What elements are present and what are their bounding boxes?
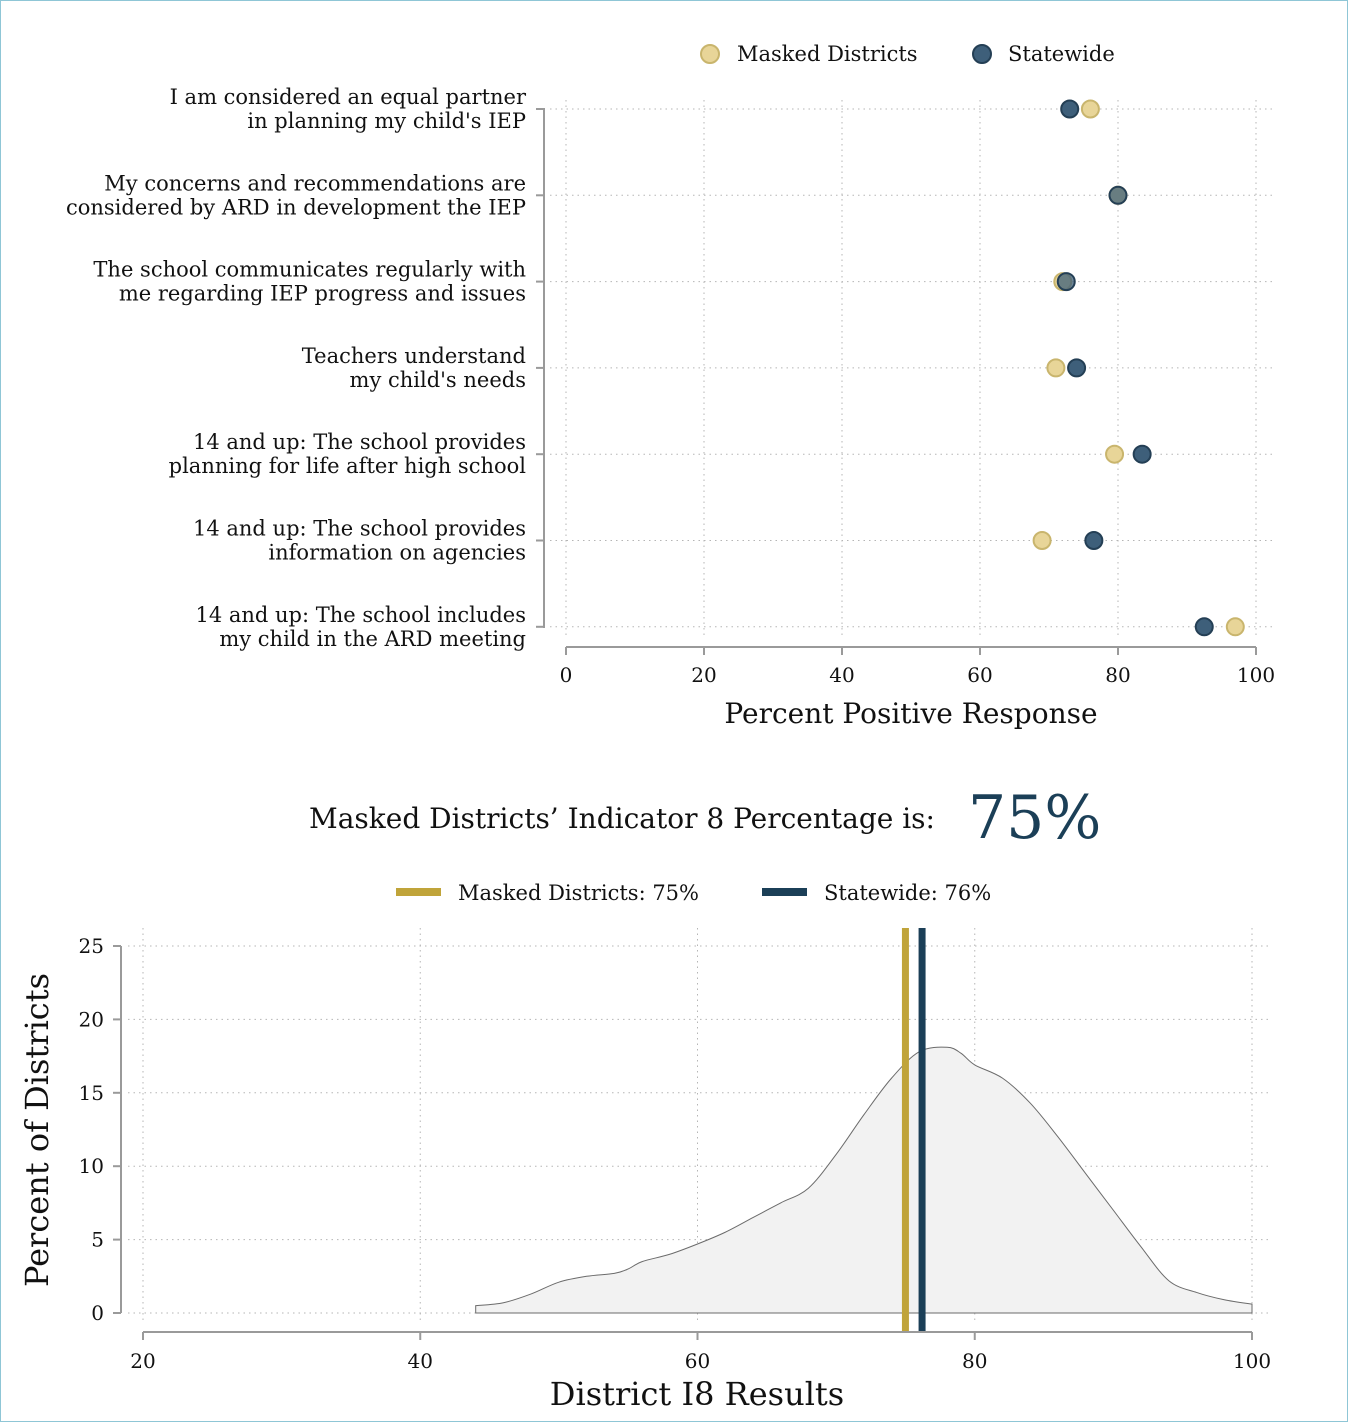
dot-plot-x-tick-label: 80 <box>1105 663 1130 687</box>
dot-plot-category-label-line: me regarding IEP progress and issues <box>119 282 526 306</box>
dot-plot-category-label-line: The school communicates regularly with <box>93 258 526 282</box>
density-y-tick-label: 10 <box>79 1154 104 1178</box>
density-x-tick-label: 20 <box>130 1349 155 1373</box>
density-y-tick-label: 25 <box>79 934 104 958</box>
density-y-tick-label: 20 <box>79 1007 104 1031</box>
density-y-tick-label: 5 <box>91 1228 104 1252</box>
dot-plot-x-ticks: 0 20 40 60 80 100 <box>560 647 1275 687</box>
dot-plot-x-tick-label: 40 <box>829 663 854 687</box>
masked-point <box>1105 444 1125 464</box>
density-reference-lines <box>901 928 926 1332</box>
dot-plot-category-label-line: 14 and up: The school provides <box>193 517 526 541</box>
dot-plot-x-tick-label: 20 <box>691 663 716 687</box>
legend-statewide-line-swatch <box>762 888 807 896</box>
legend-statewide-label: Statewide <box>1008 42 1115 66</box>
density-chart: Masked Districts: 75% Statewide: 76% 0 5 1… <box>18 881 1272 1413</box>
dot-plot-category-label-line: my child's needs <box>350 368 526 392</box>
masked-point <box>1225 617 1245 637</box>
dot-plot-category-label: I am considered an equal partner in plann… <box>170 85 527 133</box>
dot-plot-points <box>1032 99 1245 637</box>
dot-plot-category-label-line: My concerns and recommendations are <box>104 171 526 195</box>
dot-plot-legend: Masked Districts Statewide <box>700 42 1115 66</box>
legend-masked-line-swatch <box>396 888 441 896</box>
density-x-ticks: 20 40 60 80 100 <box>130 1332 1271 1373</box>
statewide-point <box>1108 185 1128 205</box>
density-legend: Masked Districts: 75% Statewide: 76% <box>396 881 991 905</box>
dot-plot-category-label-line: 14 and up: The school provides <box>193 430 526 454</box>
dot-plot-category-label: 14 and up: The school includes my child i… <box>195 603 526 651</box>
dot-plot-x-axis-title: Percent Positive Response <box>724 697 1097 730</box>
dot-plot-category-label: The school communicates regularly with me… <box>93 258 526 306</box>
dot-plot-x-tick-label: 100 <box>1237 663 1275 687</box>
statewide-point <box>1067 358 1087 378</box>
dot-plot-category-labels: I am considered an equal partner in plann… <box>66 85 527 651</box>
density-x-axis-title: District I8 Results <box>550 1375 844 1413</box>
dot-plot-x-tick-label: 60 <box>967 663 992 687</box>
indicator-label: Masked Districts’ Indicator 8 Percentage… <box>309 802 935 835</box>
dot-plot-category-label-line: Teachers understand <box>302 344 526 368</box>
dot-plot-category-label: 14 and up: The school provides planning f… <box>169 430 527 478</box>
statewide-point <box>1060 99 1080 119</box>
masked-point <box>1032 531 1052 550</box>
dot-plot-x-tick-label: 0 <box>560 663 573 687</box>
dot-plot-category-label-line: I am considered an equal partner <box>170 85 527 109</box>
density-area <box>475 1046 1253 1314</box>
dot-plot-chart: Masked Districts Statewide I am consider… <box>66 42 1276 730</box>
density-y-tick-label: 0 <box>91 1301 104 1325</box>
density-y-ticks: 0 5 10 15 20 25 <box>79 934 121 1325</box>
masked-point <box>1046 358 1066 378</box>
density-x-tick-label: 100 <box>1233 1349 1271 1373</box>
legend-masked-label: Masked Districts <box>737 42 918 66</box>
dot-plot-category-label-line: 14 and up: The school includes <box>195 603 526 627</box>
density-y-axis-title: Percent of Districts <box>18 973 56 1287</box>
statewide-point <box>1056 272 1076 292</box>
dot-plot-grid <box>550 100 1276 636</box>
legend-masked-marker <box>700 44 720 64</box>
dot-plot-y-ticks <box>536 108 544 628</box>
dot-plot-category-label: My concerns and recommendations are consi… <box>66 171 526 219</box>
statewide-point <box>1132 444 1152 464</box>
dot-plot-category-label-line: information on agencies <box>268 541 526 565</box>
legend-statewide-value-label: Statewide: 76% <box>824 881 991 905</box>
legend-statewide-marker <box>972 44 992 64</box>
masked-point <box>1080 99 1100 119</box>
statewide-point <box>1084 531 1104 550</box>
dot-plot-category-label: Teachers understand my child's needs <box>302 344 526 392</box>
density-x-tick-label: 60 <box>685 1349 710 1373</box>
statewide-point <box>1194 617 1214 637</box>
dot-plot-category-label-line: my child in the ARD meeting <box>219 627 526 651</box>
dot-plot-category-label-line: considered by ARD in development the IEP <box>66 195 526 219</box>
density-x-tick-label: 80 <box>962 1349 987 1373</box>
indicator-value: 75% <box>968 783 1101 853</box>
dot-plot-category-label: 14 and up: The school provides informatio… <box>193 517 526 565</box>
density-x-tick-label: 40 <box>408 1349 433 1373</box>
legend-masked-value-label: Masked Districts: 75% <box>458 881 699 905</box>
dot-plot-category-label-line: planning for life after high school <box>169 454 527 478</box>
dot-plot-category-label-line: in planning my child's IEP <box>247 109 526 133</box>
density-y-tick-label: 15 <box>79 1081 104 1105</box>
